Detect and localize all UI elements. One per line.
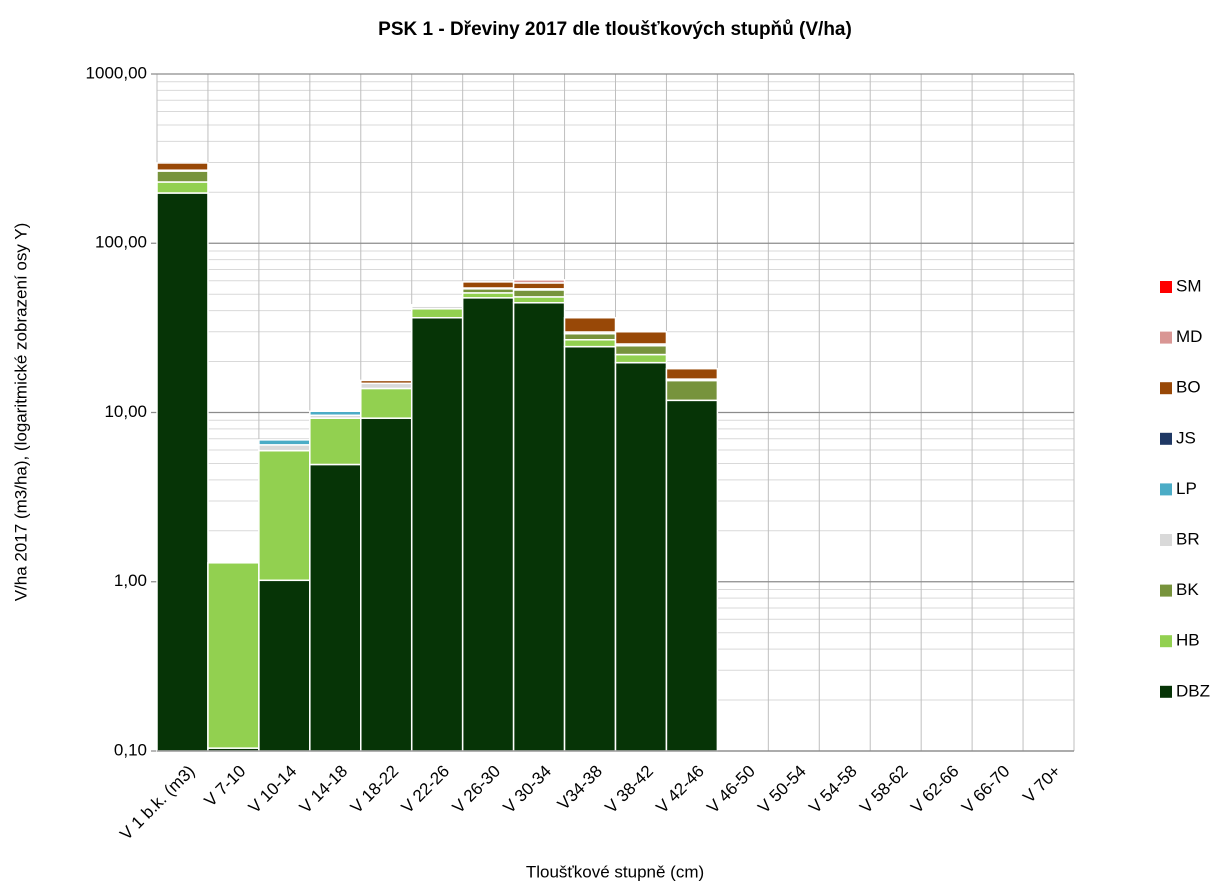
x-tick-label: V 30-34 xyxy=(500,762,556,818)
y-tick-label: 1,00 xyxy=(114,571,147,590)
bar-segment xyxy=(258,579,311,752)
legend-label: JS xyxy=(1176,428,1196,447)
y-axis-label: V/ha 2017 (m3/ha), (logaritmické zobraze… xyxy=(11,223,30,602)
bar-segment xyxy=(563,332,617,341)
legend-swatch xyxy=(1160,534,1172,546)
bar-segment xyxy=(614,344,668,356)
legend-swatch xyxy=(1160,432,1172,445)
legend-swatch xyxy=(1160,331,1172,344)
bar-segment xyxy=(512,282,566,290)
legend-label: BO xyxy=(1176,378,1201,397)
bar-segment xyxy=(512,289,566,298)
x-tick-label: V 22-26 xyxy=(398,762,454,818)
bar-segment xyxy=(156,170,209,183)
legend-swatch xyxy=(1160,584,1172,597)
bar-segment xyxy=(512,302,566,752)
x-tick-label: V 26-30 xyxy=(449,762,505,818)
legend-swatch xyxy=(1160,685,1172,698)
bar-segment xyxy=(309,410,362,417)
bar-segment xyxy=(156,181,209,194)
bar-segment xyxy=(360,387,413,419)
bar-segment xyxy=(614,361,668,752)
bar-segment xyxy=(614,330,668,345)
x-tick-label: V 10-14 xyxy=(245,762,301,818)
bar-segment xyxy=(563,339,617,348)
x-tick-label: V 14-18 xyxy=(296,762,352,818)
bar-segment xyxy=(512,296,566,304)
bar-segment xyxy=(563,345,617,752)
x-tick-label: V 62-66 xyxy=(907,762,963,818)
bar-segment xyxy=(258,444,311,452)
y-tick-label: 0,10 xyxy=(114,740,147,759)
bar-segment xyxy=(360,417,413,752)
bar-segment xyxy=(665,399,719,752)
bar-segment xyxy=(410,308,464,319)
x-tick-label: V 18-22 xyxy=(347,762,403,818)
x-tick-label: V 46-50 xyxy=(703,762,759,818)
y-tick-label: 1000,00 xyxy=(86,63,147,82)
x-tick-label: V 38-42 xyxy=(601,762,657,818)
bar-segment xyxy=(614,353,668,364)
y-tick-label: 100,00 xyxy=(95,233,147,252)
legend-label: HB xyxy=(1176,631,1200,650)
bar-segment xyxy=(665,367,719,380)
bar-segment xyxy=(410,304,464,307)
bar-segment xyxy=(360,379,413,385)
x-tick-label: V 50-54 xyxy=(754,762,810,818)
y-tick-label: 10,00 xyxy=(104,402,147,421)
bar-segment xyxy=(258,439,311,446)
bar-segment xyxy=(410,316,464,752)
legend-label: BK xyxy=(1176,580,1199,599)
legend-label: LP xyxy=(1176,479,1197,498)
x-tick-label: V 42-46 xyxy=(652,762,708,818)
bar-segment xyxy=(360,382,413,390)
legend-swatch xyxy=(1160,635,1172,648)
bar-segment xyxy=(461,281,515,289)
x-tick-label: V34-38 xyxy=(554,762,606,814)
bar-segment xyxy=(309,417,362,466)
x-tick-label: V 70+ xyxy=(1019,762,1064,807)
x-tick-label: V 66-70 xyxy=(958,762,1014,818)
bar-segment xyxy=(461,297,515,752)
legend-label: MD xyxy=(1176,327,1202,346)
bar-segment xyxy=(156,192,209,752)
bar-segment xyxy=(512,279,566,284)
legend-label: SM xyxy=(1176,276,1202,295)
x-tick-label: V 58-62 xyxy=(856,762,912,818)
bar-segment xyxy=(258,449,311,582)
legend-swatch xyxy=(1160,281,1172,293)
bar-segment xyxy=(563,316,617,333)
legend-swatch xyxy=(1160,483,1172,496)
legend-label: BR xyxy=(1176,529,1200,548)
bar-segment xyxy=(665,379,719,402)
x-tick-label: V 7-10 xyxy=(201,762,250,811)
bar-segment xyxy=(207,562,260,749)
chart-title: PSK 1 - Dřeviny 2017 dle tloušťkových st… xyxy=(378,19,852,40)
legend-swatch xyxy=(1160,382,1172,395)
x-axis-label: Tloušťkové stupně (cm) xyxy=(526,862,704,881)
bar-segment xyxy=(156,162,209,171)
x-tick-label: V 1 b.k. (m3) xyxy=(116,762,198,844)
legend-label: DBZ xyxy=(1176,681,1210,700)
bar-segment xyxy=(309,463,362,752)
x-tick-label: V 54-58 xyxy=(805,762,861,818)
